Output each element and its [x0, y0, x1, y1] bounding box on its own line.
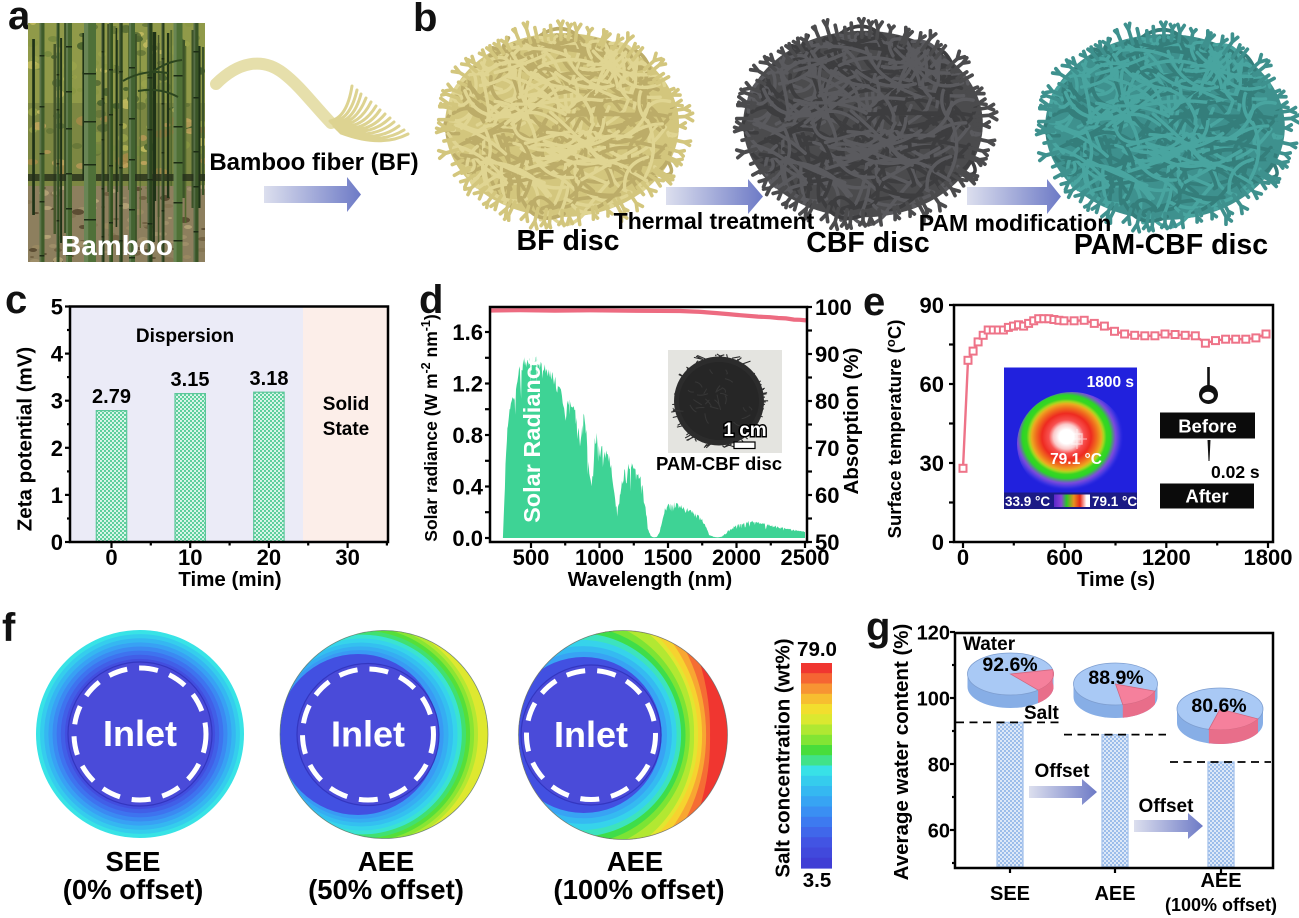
- svg-text:BF disc: BF disc: [517, 225, 620, 257]
- svg-text:Inlet: Inlet: [331, 714, 405, 755]
- svg-text:5: 5: [51, 295, 63, 320]
- svg-text:1000: 1000: [575, 545, 624, 570]
- svg-text:Time (min): Time (min): [178, 568, 281, 591]
- svg-text:Dispersion: Dispersion: [136, 326, 234, 347]
- svg-text:Inlet: Inlet: [103, 713, 177, 754]
- svg-text:f: f: [2, 606, 16, 650]
- svg-text:80: 80: [928, 755, 950, 777]
- svg-text:60: 60: [920, 372, 944, 397]
- svg-text:1.2: 1.2: [452, 372, 483, 397]
- svg-text:0.8: 0.8: [452, 423, 483, 448]
- svg-text:30: 30: [335, 545, 359, 570]
- svg-text:0: 0: [51, 530, 63, 555]
- svg-text:3.5: 3.5: [803, 869, 832, 892]
- svg-text:e: e: [863, 280, 885, 324]
- svg-text:AEE: AEE: [1094, 883, 1135, 905]
- svg-text:10: 10: [178, 545, 202, 570]
- svg-text:a: a: [8, 0, 31, 38]
- svg-text:c: c: [5, 278, 27, 322]
- svg-text:60: 60: [928, 821, 950, 843]
- svg-text:Bamboo: Bamboo: [61, 230, 173, 261]
- svg-text:60: 60: [815, 483, 839, 508]
- svg-text:Salt concentration (wt%): Salt concentration (wt%): [772, 638, 795, 877]
- svg-text:79.0: 79.0: [797, 638, 837, 661]
- svg-text:2500: 2500: [781, 545, 830, 570]
- svg-text:80: 80: [815, 389, 839, 414]
- svg-text:Inlet: Inlet: [554, 714, 628, 755]
- svg-text:0: 0: [932, 530, 944, 555]
- svg-text:b: b: [413, 0, 437, 40]
- svg-text:(0% offset): (0% offset): [63, 874, 204, 905]
- svg-text:SEE: SEE: [105, 846, 160, 877]
- svg-text:Thermal treatment: Thermal treatment: [614, 208, 815, 234]
- svg-text:3: 3: [51, 389, 63, 414]
- svg-text:100: 100: [815, 295, 852, 320]
- svg-text:1800: 1800: [1244, 545, 1293, 570]
- svg-text:(100% offset): (100% offset): [553, 874, 724, 905]
- svg-text:AEE: AEE: [607, 846, 664, 877]
- svg-text:20: 20: [257, 545, 281, 570]
- svg-text:Offset: Offset: [1139, 796, 1195, 817]
- svg-text:100: 100: [917, 689, 950, 711]
- svg-text:Water: Water: [963, 634, 1016, 655]
- svg-text:Solid: Solid: [323, 394, 369, 415]
- svg-text:Before: Before: [1178, 416, 1237, 437]
- svg-text:(100% offset): (100% offset): [1165, 895, 1277, 915]
- svg-text:Solar Radiance: Solar Radiance: [519, 353, 545, 523]
- svg-text:1500: 1500: [644, 545, 693, 570]
- svg-text:30: 30: [920, 451, 944, 476]
- svg-text:90: 90: [815, 342, 839, 367]
- svg-text:g: g: [866, 605, 890, 649]
- svg-text:1200: 1200: [1142, 545, 1191, 570]
- svg-text:500: 500: [513, 545, 550, 570]
- svg-text:PAM-CBF disc: PAM-CBF disc: [1074, 229, 1268, 261]
- svg-text:4: 4: [51, 342, 64, 367]
- svg-text:1800 s: 1800 s: [1087, 374, 1134, 391]
- svg-text:1: 1: [51, 483, 63, 508]
- svg-text:Salt: Salt: [1024, 703, 1060, 724]
- svg-text:State: State: [323, 419, 369, 440]
- svg-text:Zeta potential (mV): Zeta potential (mV): [14, 347, 37, 532]
- svg-text:Offset: Offset: [1035, 761, 1091, 782]
- svg-text:Solar radiance (W m-2 nm-1): Solar radiance (W m-2 nm-1): [419, 314, 441, 541]
- svg-text:(50% offset): (50% offset): [308, 874, 464, 905]
- svg-text:50: 50: [815, 530, 839, 555]
- svg-text:1 cm: 1 cm: [723, 420, 766, 441]
- svg-text:3.18: 3.18: [250, 368, 289, 390]
- svg-text:0: 0: [957, 545, 969, 570]
- svg-text:Average water content (%): Average water content (%): [890, 624, 913, 881]
- svg-text:SEE: SEE: [990, 883, 1030, 905]
- svg-text:2: 2: [51, 436, 63, 461]
- svg-text:After: After: [1185, 486, 1228, 507]
- svg-text:120: 120: [917, 623, 950, 645]
- svg-text:Absorption (%): Absorption (%): [840, 348, 863, 495]
- svg-text:0.02 s: 0.02 s: [1211, 462, 1260, 482]
- svg-text:Wavelength (nm): Wavelength (nm): [568, 568, 732, 591]
- svg-text:92.6%: 92.6%: [982, 654, 1037, 676]
- svg-text:Bamboo fiber (BF): Bamboo fiber (BF): [209, 149, 418, 176]
- svg-text:79.1 °C: 79.1 °C: [1092, 494, 1137, 509]
- svg-text:70: 70: [815, 436, 839, 461]
- svg-text:AEE: AEE: [1200, 870, 1241, 892]
- svg-text:600: 600: [1046, 545, 1083, 570]
- svg-text:3.15: 3.15: [171, 369, 210, 391]
- svg-text:90: 90: [920, 293, 944, 318]
- svg-text:d: d: [419, 278, 443, 322]
- svg-text:PAM modification: PAM modification: [919, 210, 1112, 236]
- svg-text:0.4: 0.4: [452, 475, 483, 500]
- svg-text:79.1 °C: 79.1 °C: [1050, 451, 1102, 468]
- svg-text:1.6: 1.6: [452, 320, 483, 345]
- svg-text:80.6%: 80.6%: [1191, 695, 1246, 717]
- svg-text:2.79: 2.79: [92, 386, 131, 408]
- svg-text:0: 0: [105, 545, 117, 570]
- svg-text:Surface temperature (oC): Surface temperature (oC): [883, 320, 905, 539]
- svg-text:2000: 2000: [712, 545, 761, 570]
- svg-text:AEE: AEE: [358, 846, 415, 877]
- svg-text:Time (s): Time (s): [1077, 568, 1155, 591]
- svg-text:0.0: 0.0: [452, 526, 483, 551]
- svg-text:88.9%: 88.9%: [1088, 667, 1143, 689]
- svg-text:CBF disc: CBF disc: [806, 227, 930, 259]
- svg-text:PAM-CBF disc: PAM-CBF disc: [656, 453, 782, 474]
- svg-text:33.9 °C: 33.9 °C: [1005, 494, 1050, 509]
